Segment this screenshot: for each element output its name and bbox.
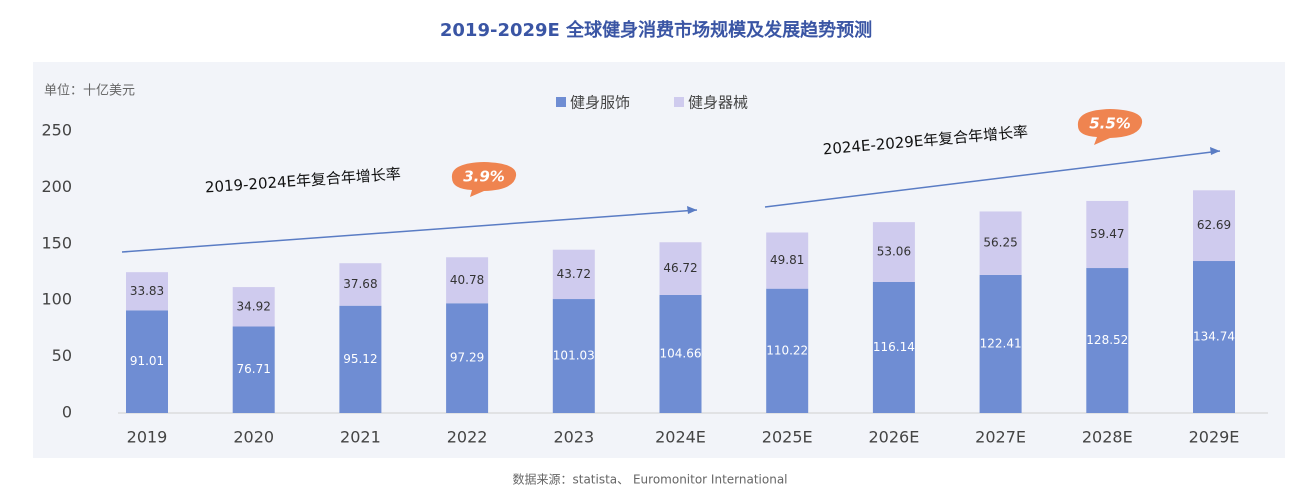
bar-segment xyxy=(1086,200,1129,269)
rate-bubble xyxy=(451,162,517,197)
y-tick-label: 200 xyxy=(41,177,72,196)
legend-label: 健身器械 xyxy=(688,94,748,112)
y-tick-label: 150 xyxy=(41,233,72,252)
bar-segment xyxy=(339,305,382,413)
arrow-head xyxy=(687,206,697,214)
bar-segment xyxy=(872,222,915,282)
bar-segment xyxy=(1193,190,1235,262)
data-label: 116.14 xyxy=(873,340,915,354)
data-label: 53.06 xyxy=(877,245,911,259)
y-tick-label: 0 xyxy=(62,403,72,422)
x-tick-label: 2026E xyxy=(868,428,919,447)
bar-segment xyxy=(766,288,809,413)
rate-label: 3.9% xyxy=(463,168,505,186)
x-tick-label: 2028E xyxy=(1082,428,1133,447)
x-tick-label: 2025E xyxy=(762,428,813,447)
x-tick-label: 2020 xyxy=(233,428,274,447)
data-label: 128.52 xyxy=(1086,333,1128,347)
bar-segment xyxy=(126,272,168,311)
data-label: 46.72 xyxy=(663,261,697,275)
data-label: 33.83 xyxy=(130,284,164,298)
chart-title: 2019-2029E 全球健身消费市场规模及发展趋势预测 xyxy=(440,19,872,41)
trend-arrow xyxy=(764,150,1221,208)
legend-swatch xyxy=(674,97,684,107)
bar-segment xyxy=(232,287,275,327)
x-tick-label: 2029E xyxy=(1189,428,1240,447)
data-label: 91.01 xyxy=(130,354,164,368)
y-tick-label: 100 xyxy=(41,290,72,309)
data-label: 59.47 xyxy=(1090,227,1124,241)
legend-label: 健身服饰 xyxy=(570,94,630,112)
data-label: 37.68 xyxy=(343,277,377,291)
rate-label: 5.5% xyxy=(1089,115,1131,133)
bar-segment xyxy=(659,294,702,413)
bar-segment xyxy=(766,232,809,289)
x-tick-label: 2024E xyxy=(655,428,706,447)
data-label: 76.71 xyxy=(237,362,271,376)
bar-segment xyxy=(1193,261,1235,413)
bar-segment xyxy=(339,263,382,306)
data-label: 49.81 xyxy=(770,253,804,267)
bar-segment xyxy=(446,303,489,413)
bar-segment xyxy=(552,249,595,300)
x-tick-label: 2027E xyxy=(975,428,1026,447)
data-label: 56.25 xyxy=(983,236,1017,250)
data-label: 110.22 xyxy=(766,343,808,357)
unit-label: 单位：十亿美元 xyxy=(44,84,135,99)
data-label: 34.92 xyxy=(237,299,271,313)
bar-segment xyxy=(872,281,915,413)
x-tick-label: 2021 xyxy=(340,428,381,447)
data-label: 101.03 xyxy=(553,349,595,363)
data-label: 40.78 xyxy=(450,273,484,287)
data-label: 134.74 xyxy=(1193,330,1235,344)
x-tick-label: 2022 xyxy=(447,428,488,447)
bar-segment xyxy=(979,274,1022,413)
legend-swatch xyxy=(556,97,566,107)
rate-bubble xyxy=(1077,109,1143,145)
source-note: 数据来源：statista、 Euromonitor International xyxy=(512,472,787,487)
bar-segment xyxy=(126,310,168,413)
data-label: 97.29 xyxy=(450,351,484,365)
data-label: 122.41 xyxy=(980,336,1022,350)
y-tick-label: 50 xyxy=(52,346,72,365)
data-label: 43.72 xyxy=(557,267,591,281)
x-tick-label: 2019 xyxy=(127,428,168,447)
trend-arrow xyxy=(121,209,698,253)
data-label: 95.12 xyxy=(343,352,377,366)
bar-segment xyxy=(446,257,489,304)
x-tick-label: 2023 xyxy=(553,428,594,447)
bar-segment xyxy=(232,326,275,413)
arrow-head xyxy=(1210,147,1220,155)
data-label: 62.69 xyxy=(1197,218,1231,232)
bar-segment xyxy=(659,242,702,295)
bar-segment xyxy=(1086,268,1129,413)
bar-segment xyxy=(552,299,595,413)
bar-segment xyxy=(979,211,1022,275)
y-tick-label: 250 xyxy=(41,121,72,140)
data-label: 104.66 xyxy=(660,346,702,360)
